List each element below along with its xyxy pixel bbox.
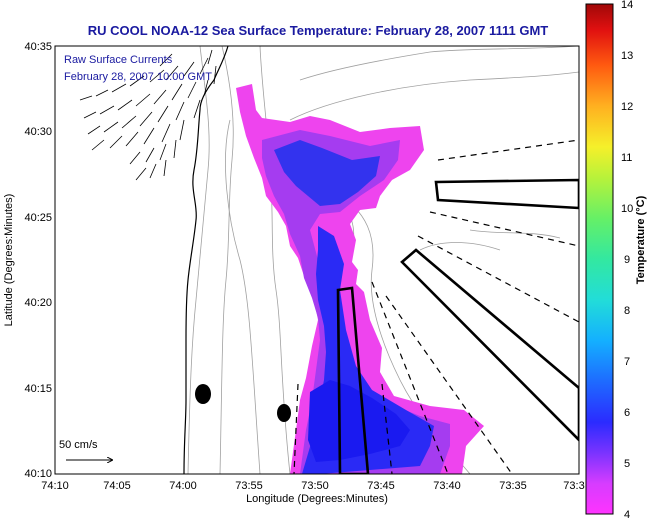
plot-frame (54, 45, 580, 475)
y-tick-labels: 40:35 40:30 40:25 40:20 40:15 40:10 (24, 41, 52, 480)
y-tick-label: 40:25 (24, 212, 52, 224)
x-tick-label: 73:50 (301, 480, 329, 492)
colorbar-label: Temperature (°C) (635, 195, 647, 284)
colorbar-tick: 4 (624, 509, 630, 519)
map-title: RU COOL NOAA-12 Sea Surface Temperature:… (88, 23, 549, 38)
y-axis-label: Latitude (Degrees:Minutes) (3, 194, 15, 327)
x-tick-label: 73:55 (235, 480, 263, 492)
radar-beams (293, 139, 579, 474)
station-marker-west (195, 384, 211, 404)
inset-line-1: Raw Surface Currents (64, 54, 173, 66)
scale-label: 50 cm/s (59, 439, 98, 451)
colorbar-tick: 8 (624, 305, 630, 317)
current-vectors (79, 49, 217, 181)
sst-patch (236, 84, 484, 474)
x-tick-label: 73:40 (433, 480, 461, 492)
y-tick-label: 40:35 (24, 41, 52, 53)
x-axis-label: Longitude (Degrees:Minutes) (246, 493, 388, 505)
survey-box-east (434, 178, 579, 210)
colorbar-tick: 13 (621, 50, 633, 62)
y-tick-label: 40:10 (24, 468, 52, 480)
colorbar-tick: 7 (624, 356, 630, 368)
y-tick-label: 40:20 (24, 297, 52, 309)
survey-box-south (336, 286, 370, 474)
survey-boxes (336, 178, 579, 474)
colorbar-tick: 10 (621, 203, 633, 215)
x-tick-label: 73:45 (367, 480, 395, 492)
x-tick-label: 74:10 (41, 480, 69, 492)
colorbar-tick: 6 (624, 407, 630, 419)
y-tick-label: 40:30 (24, 126, 52, 138)
coastline (183, 46, 229, 474)
colorbar-tick: 12 (621, 101, 633, 113)
colorbar-tick: 11 (621, 152, 632, 164)
x-tick-label: 73:35 (499, 480, 527, 492)
colorbar-tick: 14 (621, 0, 633, 11)
x-tick-label: 73:3 (563, 480, 584, 492)
station-marker-east (277, 404, 291, 422)
y-tick-label: 40:15 (24, 383, 52, 395)
colorbar-ticks: 14 13 12 11 10 9 8 7 6 5 4 (621, 0, 633, 519)
colorbar (585, 3, 614, 515)
x-tick-label: 74:00 (169, 480, 197, 492)
x-tick-label: 74:05 (103, 480, 131, 492)
inset-line-2: February 28, 2007 10:00 GMT (64, 71, 212, 83)
survey-box-southeast (400, 248, 579, 442)
colorbar-tick: 5 (624, 458, 630, 470)
x-tick-labels: 74:10 74:05 74:00 73:55 73:50 73:45 73:4… (41, 480, 584, 492)
colorbar-tick: 9 (624, 254, 630, 266)
